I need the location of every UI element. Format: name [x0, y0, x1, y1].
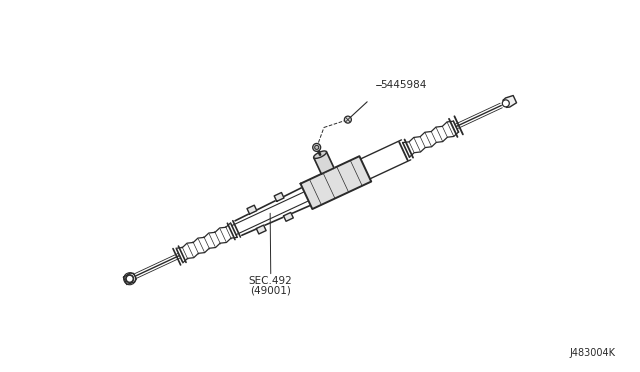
Ellipse shape	[314, 151, 326, 158]
Text: SEC.492: SEC.492	[249, 276, 292, 286]
Text: J483004K: J483004K	[569, 348, 615, 358]
Polygon shape	[284, 212, 293, 221]
Polygon shape	[274, 193, 284, 201]
Circle shape	[344, 116, 351, 123]
Polygon shape	[314, 152, 334, 174]
Polygon shape	[124, 273, 136, 285]
Text: (49001): (49001)	[250, 286, 291, 296]
Circle shape	[313, 144, 321, 151]
Circle shape	[502, 100, 509, 107]
Polygon shape	[503, 96, 516, 108]
Circle shape	[125, 275, 134, 283]
Text: 5445984: 5445984	[381, 80, 427, 90]
Polygon shape	[301, 156, 371, 209]
Polygon shape	[247, 205, 257, 214]
Circle shape	[126, 275, 133, 282]
Polygon shape	[256, 225, 266, 234]
